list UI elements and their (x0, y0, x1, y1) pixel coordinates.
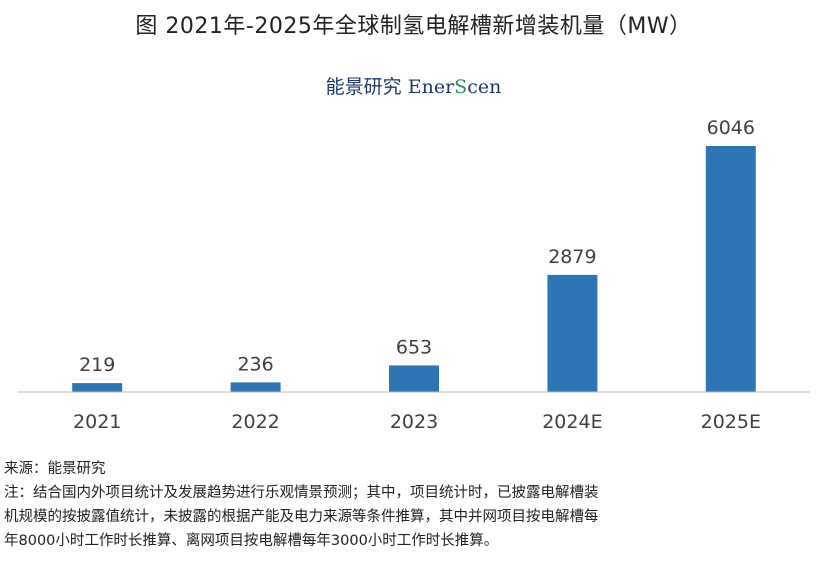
bar-2025E (705, 146, 756, 392)
value-label-2022: 236 (237, 353, 273, 375)
bar-2024E (547, 274, 598, 392)
brand-cn: 能景研究 (325, 76, 402, 98)
x-tick-label-2023: 2023 (390, 411, 438, 433)
bar-2021 (72, 383, 123, 392)
source-note: 来源：能景研究 (4, 461, 106, 477)
x-tick-label-2021: 2021 (73, 411, 121, 433)
x-tick-label-2024E: 2024E (542, 411, 602, 433)
brand-en: EnerScen (408, 76, 502, 98)
bar-chart: 219 236 653 2879 6046 2021 2022 2023 2024E 2025E (18, 117, 810, 433)
bars-group (72, 146, 756, 392)
value-label-2023: 653 (396, 336, 432, 358)
brand-en-s: S (454, 76, 468, 98)
brand-en-prefix: Ener (407, 76, 455, 98)
value-label-2024E: 2879 (548, 246, 596, 268)
note-line-1: 注：结合国内外项目统计及发展趋势进行乐观情景预测；其中，项目统计时，已披露电解槽… (4, 485, 599, 501)
note-line-2: 机规模的按披露值统计，未披露的根据产能及电力来源等条件推算，其中并网项目按电解槽… (4, 509, 599, 525)
bar-2022 (230, 382, 281, 392)
x-tick-labels-group: 2021 2022 2023 2024E 2025E (73, 411, 761, 433)
brand-en-suffix: cen (467, 76, 502, 98)
note-line-3: 年8000小时工作时长推算、离网项目按电解槽每年3000小时工作时长推算。 (4, 533, 499, 549)
value-labels-group: 219 236 653 2879 6046 (79, 117, 755, 376)
value-label-2025E: 6046 (707, 117, 755, 139)
bar-2023 (389, 365, 439, 392)
brand-watermark: 能景研究 EnerScen (0, 72, 827, 99)
x-tick-label-2025E: 2025E (701, 411, 761, 433)
x-tick-label-2022: 2022 (231, 411, 279, 433)
chart-title: 图 2021年-2025年全球制氢电解槽新增装机量（MW） (135, 14, 692, 39)
value-label-2021: 219 (79, 354, 115, 376)
